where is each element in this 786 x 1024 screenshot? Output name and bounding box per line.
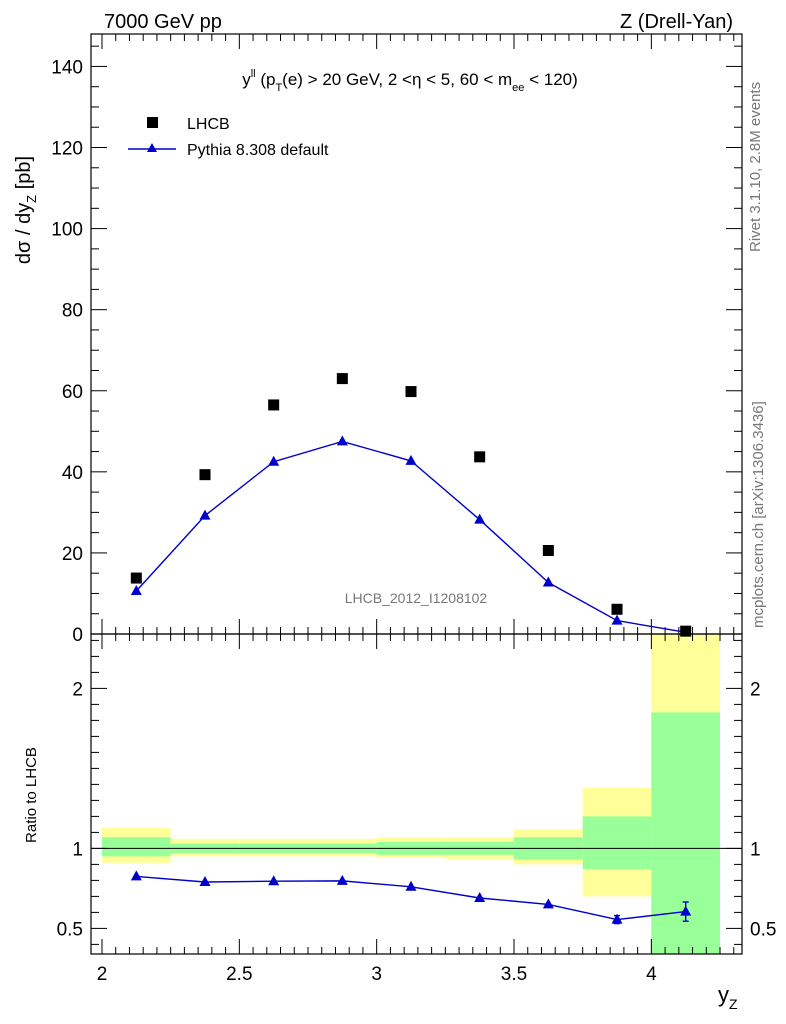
band-inner-bin — [582, 816, 652, 870]
mc-point — [336, 435, 348, 446]
mcplots-reference-label: mcplots.cern.ch [arXiv:1306.3436] — [750, 401, 767, 628]
ratio-y-tick-label-right: 1 — [750, 839, 761, 860]
mc-point — [474, 513, 486, 524]
title-sub-2: ee — [512, 82, 524, 94]
data-point — [336, 373, 348, 385]
ratio-point — [268, 875, 280, 886]
ratio-point — [405, 880, 417, 891]
ratio-y-axis-title: Ratio to LHCB — [23, 747, 40, 843]
xlabel-sub: Z — [729, 996, 738, 1012]
header-left-label: 7000 GeV pp — [104, 11, 222, 33]
ratio-plot-frame — [90, 633, 743, 955]
analysis-watermark: LHCB_2012_I1208102 — [345, 590, 488, 606]
ratio-series-markers — [130, 870, 692, 925]
ratio-y-tick-label-right: 2 — [750, 679, 761, 700]
title-part-1: (p — [256, 70, 276, 89]
ratio-y-tick-label-right: 0.5 — [750, 919, 776, 940]
mc-point — [130, 585, 142, 596]
data-series-markers — [130, 373, 692, 637]
main-y-tick-label: 80 — [62, 301, 83, 322]
legend-mc-label: Pythia 8.308 default — [187, 142, 329, 159]
mc-point — [611, 614, 623, 625]
data-point — [199, 469, 211, 481]
title-main: y — [242, 70, 251, 89]
main-y-tick-label: 60 — [62, 382, 83, 403]
mc-point — [199, 509, 211, 520]
ratio-point — [199, 876, 211, 886]
rivet-version-label: Rivet 3.1.10, 2.8M events — [747, 82, 764, 252]
x-tick-label: 3 — [371, 964, 382, 985]
ratio-y-tick-label: 0.5 — [57, 919, 83, 940]
title-part-3: < 120) — [524, 70, 577, 89]
ratio-y-tick-label: 1 — [72, 839, 83, 860]
data-point — [680, 625, 692, 637]
mc-series-markers — [130, 435, 692, 637]
main-y-tick-label: 140 — [51, 57, 83, 78]
x-tick-label: 3.5 — [501, 964, 527, 985]
title-sup: ll — [251, 68, 256, 80]
title-sub-1: T — [275, 82, 282, 94]
x-tick-label: 2 — [97, 964, 108, 985]
x-axis-title: yZ — [718, 982, 738, 1012]
title-part-2: (e) > 20 GeV, 2 <η < 5, 60 < m — [282, 70, 512, 89]
plot-title: yll (pT(e) > 20 GeV, 2 <η < 5, 60 < mee … — [242, 68, 578, 94]
ylabel-part-1: dσ / dy — [13, 203, 35, 264]
x-tick-label: 4 — [646, 964, 657, 985]
x-tick-label: 2.5 — [226, 964, 252, 985]
mc-point — [405, 454, 417, 465]
data-point — [130, 572, 142, 584]
ylabel-part-2: [pb] — [13, 156, 35, 195]
main-y-tick-label: 40 — [62, 463, 83, 484]
axis-ticks — [91, 34, 742, 954]
data-point — [268, 399, 280, 411]
ratio-uncertainty-bands — [101, 634, 721, 954]
legend-mc-marker — [147, 143, 157, 152]
legend-data-label: LHCB — [187, 116, 230, 133]
ratio-point — [542, 898, 554, 909]
main-y-tick-label: 20 — [62, 544, 83, 565]
ratio-point — [611, 913, 623, 924]
main-y-tick-label: 0 — [72, 625, 83, 646]
mc-point — [268, 455, 280, 466]
ratio-point — [474, 892, 486, 902]
xlabel-main: y — [718, 982, 729, 1007]
main-y-tick-label: 120 — [51, 139, 83, 160]
ylabel-sub: Z — [24, 195, 39, 203]
ratio-y-tick-label: 2 — [72, 679, 83, 700]
data-point — [474, 451, 486, 463]
legend-data-marker — [147, 117, 158, 128]
ratio-point — [130, 870, 142, 881]
ratio-point — [336, 874, 348, 885]
band-inner-bin — [101, 837, 171, 857]
mc-point — [542, 576, 554, 587]
header-right-label: Z (Drell-Yan) — [620, 11, 733, 33]
data-point — [542, 544, 554, 556]
data-point — [611, 603, 623, 615]
main-y-axis-title: dσ / dyZ [pb] — [13, 156, 39, 264]
main-y-tick-label: 100 — [51, 220, 83, 241]
ratio-point — [680, 905, 692, 916]
data-point — [405, 386, 417, 398]
